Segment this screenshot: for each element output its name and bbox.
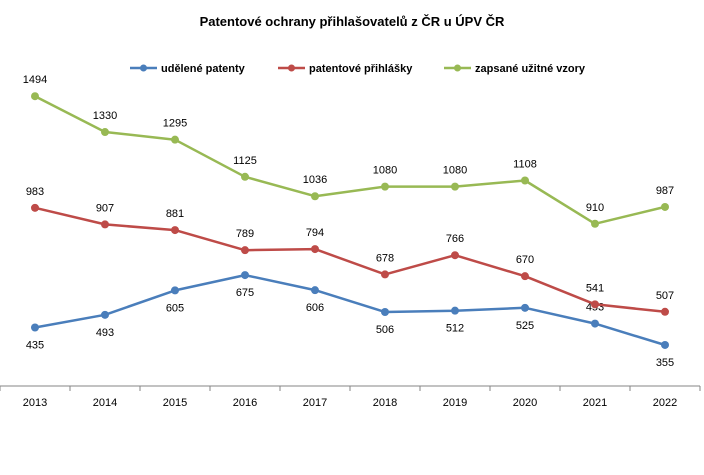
- data-label: 605: [166, 302, 184, 314]
- data-point: [311, 245, 319, 254]
- data-point: [171, 226, 179, 235]
- data-point: [591, 300, 599, 309]
- data-label: 907: [96, 202, 114, 214]
- data-point: [241, 246, 249, 255]
- data-point: [451, 306, 459, 315]
- data-point: [381, 307, 389, 316]
- legend-item: patentové přihlášky: [278, 63, 413, 75]
- data-label: 1330: [93, 110, 117, 122]
- data-label: 507: [656, 290, 674, 302]
- data-point: [101, 128, 109, 137]
- legend-item: zapsané užitné vzory: [444, 63, 586, 75]
- data-label: 910: [586, 202, 604, 214]
- data-point: [311, 286, 319, 295]
- data-label: 606: [306, 302, 324, 314]
- data-label: 1125: [233, 155, 257, 167]
- data-label: 493: [96, 327, 114, 339]
- data-point: [241, 172, 249, 181]
- data-point: [661, 340, 669, 349]
- x-tick-label: 2022: [653, 397, 677, 409]
- data-point: [451, 251, 459, 260]
- data-point: [101, 220, 109, 229]
- data-point: [31, 92, 39, 101]
- data-point: [521, 176, 529, 185]
- data-point: [311, 192, 319, 201]
- x-axis: 2013 2014 2015 2016 2017 2018 2019 2020 2021 2022: [0, 385, 701, 409]
- data-label: 541: [586, 282, 604, 294]
- data-point: [171, 286, 179, 295]
- x-tick-label: 2013: [23, 397, 47, 409]
- chart-title: Patentové ochrany přihlašovatelů z ČR u …: [200, 14, 505, 29]
- data-point: [171, 135, 179, 144]
- data-label: 525: [516, 320, 534, 332]
- legend-marker: [140, 64, 147, 72]
- data-point: [241, 271, 249, 280]
- data-point: [31, 323, 39, 332]
- data-label: 1494: [23, 74, 47, 86]
- data-point: [591, 219, 599, 228]
- data-label: 1080: [373, 165, 397, 177]
- data-label: 1108: [513, 159, 537, 171]
- x-tick-label: 2017: [303, 397, 327, 409]
- data-label: 678: [376, 252, 394, 264]
- data-label: 435: [26, 339, 44, 351]
- data-point: [31, 203, 39, 212]
- data-point: [521, 303, 529, 312]
- series-3: 1494 1330 1295 1125 1036 1080 1080 1108 910 987: [23, 74, 674, 228]
- data-label: 881: [166, 208, 184, 220]
- data-point: [451, 182, 459, 191]
- data-label: 506: [376, 324, 394, 336]
- data-point: [101, 310, 109, 319]
- data-label: 1036: [303, 174, 327, 186]
- data-label: 983: [26, 186, 44, 198]
- legend-marker: [288, 64, 295, 72]
- series-line: [34, 206, 666, 314]
- legend-item: udělené patenty: [130, 63, 246, 75]
- data-label: 512: [446, 323, 464, 335]
- legend-marker: [454, 64, 461, 72]
- legend-label: patentové přihlášky: [309, 63, 413, 75]
- data-point: [661, 202, 669, 211]
- series-1: 435493605675606506512525453355: [26, 271, 674, 369]
- data-point: [661, 307, 669, 316]
- x-tick-label: 2020: [513, 397, 537, 409]
- x-tick-label: 2021: [583, 397, 607, 409]
- data-label: 987: [656, 185, 674, 197]
- data-point: [521, 272, 529, 281]
- x-tick-label: 2018: [373, 397, 397, 409]
- legend-label: udělené patenty: [161, 63, 246, 75]
- series-line: [34, 95, 666, 226]
- series-line: [34, 273, 666, 347]
- x-tick-label: 2015: [163, 397, 187, 409]
- x-tick-label: 2019: [443, 397, 467, 409]
- x-tick-label: 2016: [233, 397, 257, 409]
- legend-label: zapsané užitné vzory: [475, 63, 586, 75]
- data-label: 766: [446, 233, 464, 245]
- data-label: 670: [516, 254, 534, 266]
- data-label: 1295: [163, 118, 187, 130]
- series-layer: 4354936056756065065125254533559839078817…: [23, 74, 674, 369]
- series-2: 983 907 881 789 794 678 766 670 541 507: [26, 186, 674, 316]
- data-label: 355: [656, 357, 674, 369]
- data-point: [381, 182, 389, 191]
- chart-legend: udělené patenty patentové přihlášky zapsan…: [130, 63, 586, 75]
- x-tick-label: 2014: [93, 397, 117, 409]
- data-label: 794: [306, 227, 324, 239]
- data-label: 675: [236, 287, 254, 299]
- data-label: 1080: [443, 165, 467, 177]
- data-point: [381, 270, 389, 279]
- data-point: [591, 319, 599, 328]
- data-label: 789: [236, 228, 254, 240]
